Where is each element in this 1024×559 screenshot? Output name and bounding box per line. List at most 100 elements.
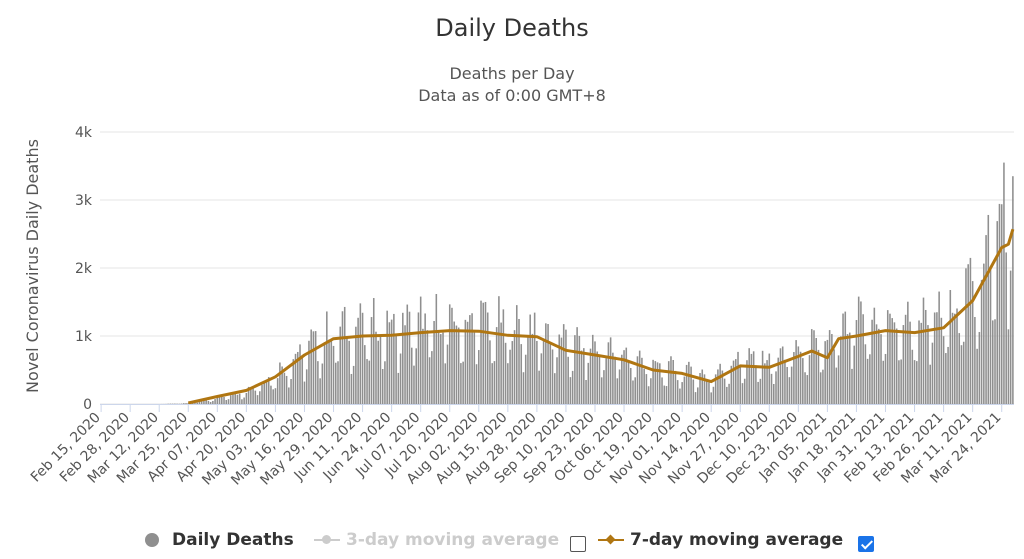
daily-death-bar[interactable] (728, 383, 730, 404)
daily-death-bar[interactable] (790, 366, 793, 404)
daily-death-bar[interactable] (860, 301, 862, 404)
daily-death-bar[interactable] (889, 313, 891, 404)
daily-death-bar[interactable] (712, 386, 715, 404)
daily-death-bar[interactable] (279, 362, 281, 404)
daily-death-bar[interactable] (185, 403, 187, 404)
daily-death-bar[interactable] (643, 368, 645, 404)
daily-death-bar[interactable] (292, 359, 295, 404)
ma7-checkbox[interactable] (858, 536, 874, 552)
daily-death-bar[interactable] (285, 375, 288, 404)
daily-death-bar[interactable] (629, 367, 632, 404)
daily-death-bar[interactable] (437, 330, 440, 404)
daily-death-bar[interactable] (647, 386, 650, 404)
daily-death-bar[interactable] (524, 354, 527, 404)
daily-death-bar[interactable] (971, 281, 974, 404)
daily-death-bar[interactable] (410, 347, 413, 404)
daily-death-bar[interactable] (399, 353, 402, 404)
daily-death-bar[interactable] (205, 399, 207, 404)
daily-death-bar[interactable] (614, 356, 616, 404)
daily-death-bar[interactable] (422, 328, 424, 404)
daily-death-bar[interactable] (435, 293, 438, 404)
daily-death-bar[interactable] (263, 382, 266, 404)
daily-death-bar[interactable] (799, 351, 802, 404)
daily-death-bar[interactable] (775, 371, 777, 404)
daily-death-bar[interactable] (699, 373, 701, 404)
daily-death-bar[interactable] (578, 335, 581, 404)
daily-death-bar[interactable] (755, 365, 757, 404)
daily-death-bar[interactable] (987, 214, 990, 404)
daily-death-bar[interactable] (621, 354, 623, 404)
daily-death-bar[interactable] (448, 304, 451, 404)
daily-death-bar[interactable] (605, 358, 607, 404)
daily-death-bar[interactable] (866, 358, 869, 404)
daily-death-bar[interactable] (587, 362, 590, 404)
daily-death-bar[interactable] (940, 317, 943, 404)
daily-death-bar[interactable] (719, 363, 721, 404)
daily-death-bar[interactable] (609, 337, 612, 404)
daily-death-bar[interactable] (900, 359, 902, 404)
daily-death-bar[interactable] (958, 333, 961, 404)
daily-death-bar[interactable] (855, 320, 858, 404)
daily-death-bar[interactable] (721, 370, 724, 404)
daily-death-bar[interactable] (806, 375, 809, 404)
daily-death-bar[interactable] (571, 370, 574, 404)
daily-death-bar[interactable] (703, 374, 706, 404)
daily-death-bar[interactable] (567, 356, 569, 404)
daily-death-bar[interactable] (895, 328, 898, 404)
daily-death-bar[interactable] (596, 351, 599, 404)
daily-death-bar[interactable] (757, 381, 759, 404)
daily-death-bar[interactable] (221, 396, 223, 404)
daily-death-bar[interactable] (419, 296, 422, 404)
daily-death-bar[interactable] (701, 369, 704, 404)
daily-death-bar[interactable] (482, 302, 485, 404)
daily-death-bar[interactable] (372, 298, 375, 404)
daily-death-bar[interactable] (793, 352, 795, 404)
daily-death-bar[interactable] (976, 348, 978, 404)
daily-death-bar[interactable] (518, 318, 520, 404)
daily-death-bar[interactable] (536, 340, 538, 404)
daily-death-bar[interactable] (600, 377, 603, 404)
daily-death-bar[interactable] (214, 399, 216, 404)
daily-death-bar[interactable] (339, 326, 342, 404)
daily-death-bar[interactable] (475, 364, 478, 404)
daily-death-bar[interactable] (276, 378, 279, 404)
daily-death-bar[interactable] (381, 369, 384, 404)
daily-death-bar[interactable] (229, 395, 232, 404)
daily-death-bar[interactable] (683, 376, 686, 404)
daily-death-bar[interactable] (303, 381, 306, 404)
daily-death-bar[interactable] (527, 336, 529, 404)
daily-death-bar[interactable] (413, 365, 415, 404)
daily-death-bar[interactable] (873, 307, 876, 404)
daily-death-bar[interactable] (428, 357, 431, 404)
daily-death-bar[interactable] (848, 332, 851, 404)
daily-death-bar[interactable] (337, 361, 339, 404)
daily-death-bar[interactable] (788, 377, 791, 404)
daily-death-bar[interactable] (440, 334, 442, 404)
daily-death-bar[interactable] (478, 350, 480, 404)
daily-death-bar[interactable] (549, 343, 552, 404)
daily-death-bar[interactable] (786, 366, 788, 404)
daily-death-bar[interactable] (328, 339, 330, 404)
daily-death-bar[interactable] (627, 360, 630, 404)
daily-death-bar[interactable] (594, 341, 596, 404)
daily-death-bar[interactable] (732, 360, 735, 404)
daily-death-bar[interactable] (983, 263, 985, 404)
daily-death-bar[interactable] (576, 327, 578, 404)
daily-death-bar[interactable] (545, 323, 547, 404)
daily-death-bar[interactable] (679, 388, 681, 404)
daily-death-bar[interactable] (560, 337, 563, 404)
daily-death-bar[interactable] (824, 341, 826, 404)
daily-death-bar[interactable] (473, 332, 476, 404)
daily-death-bar[interactable] (520, 344, 523, 404)
daily-death-bar[interactable] (730, 365, 733, 404)
daily-death-bar[interactable] (216, 396, 219, 404)
legend-item-7-day-ma[interactable]: 7-day moving average (598, 530, 843, 550)
daily-death-bar[interactable] (688, 361, 690, 404)
daily-death-bar[interactable] (471, 313, 473, 404)
daily-death-bar[interactable] (187, 403, 190, 404)
daily-death-bar[interactable] (650, 378, 652, 404)
daily-death-bar[interactable] (612, 352, 614, 404)
daily-death-bar[interactable] (270, 385, 272, 404)
daily-deaths-bars[interactable] (160, 162, 1014, 404)
daily-death-bar[interactable] (882, 360, 885, 404)
